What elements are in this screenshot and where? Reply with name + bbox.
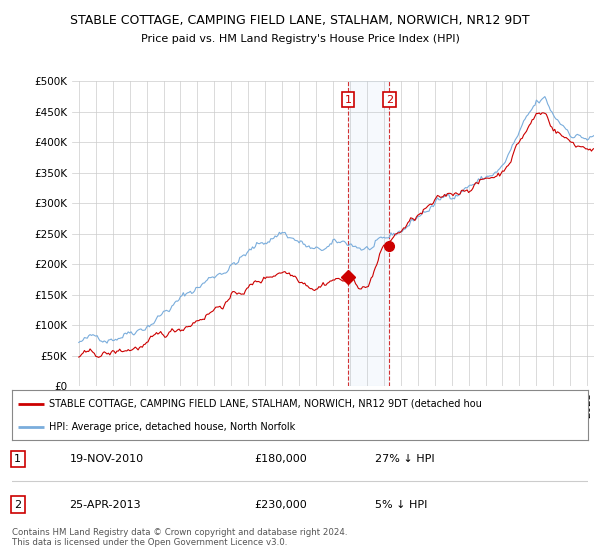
Text: Price paid vs. HM Land Registry's House Price Index (HPI): Price paid vs. HM Land Registry's House … — [140, 34, 460, 44]
Text: 2: 2 — [386, 95, 393, 105]
Text: HPI: Average price, detached house, North Norfolk: HPI: Average price, detached house, Nort… — [49, 422, 296, 432]
Text: STABLE COTTAGE, CAMPING FIELD LANE, STALHAM, NORWICH, NR12 9DT (detached hou: STABLE COTTAGE, CAMPING FIELD LANE, STAL… — [49, 399, 482, 409]
Text: 25-APR-2013: 25-APR-2013 — [70, 500, 141, 510]
Text: 27% ↓ HPI: 27% ↓ HPI — [375, 454, 434, 464]
Text: 2: 2 — [14, 500, 22, 510]
Text: 1: 1 — [14, 454, 21, 464]
Bar — [348, 81, 389, 386]
Text: 1: 1 — [344, 95, 352, 105]
Text: £230,000: £230,000 — [254, 500, 307, 510]
Text: £180,000: £180,000 — [254, 454, 307, 464]
Text: 19-NOV-2010: 19-NOV-2010 — [70, 454, 144, 464]
Text: STABLE COTTAGE, CAMPING FIELD LANE, STALHAM, NORWICH, NR12 9DT: STABLE COTTAGE, CAMPING FIELD LANE, STAL… — [70, 14, 530, 27]
Text: Contains HM Land Registry data © Crown copyright and database right 2024.
This d: Contains HM Land Registry data © Crown c… — [12, 528, 347, 547]
Text: 5% ↓ HPI: 5% ↓ HPI — [375, 500, 427, 510]
